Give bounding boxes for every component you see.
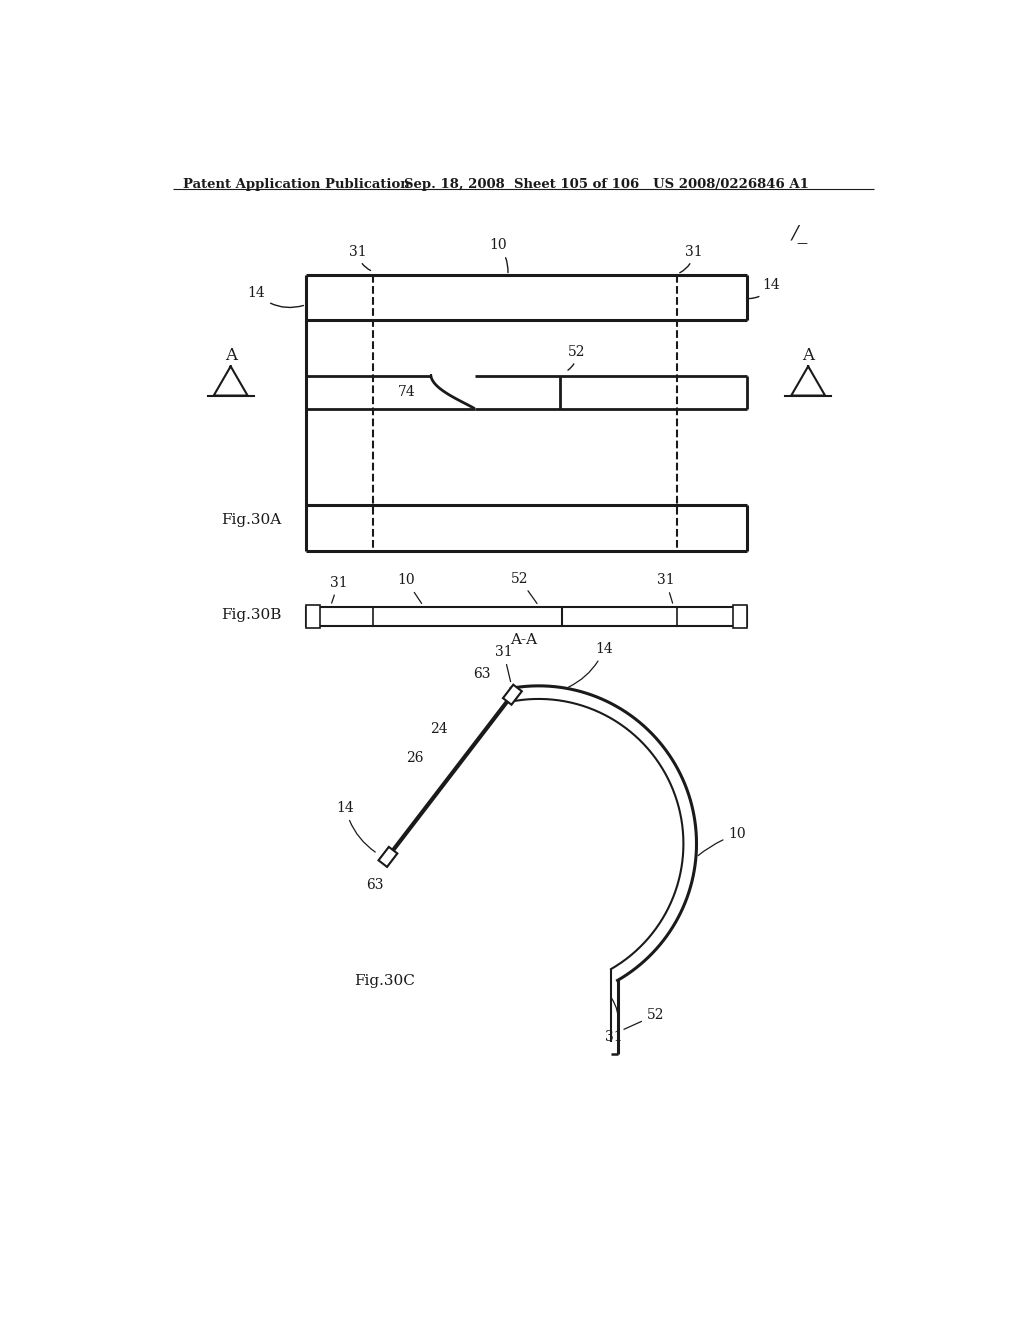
Text: 31: 31: [680, 244, 702, 273]
Text: 31: 31: [330, 576, 347, 603]
Text: /_: /_: [792, 224, 808, 243]
Polygon shape: [379, 847, 397, 867]
Bar: [306, 605, 319, 628]
Text: Fig.30A: Fig.30A: [221, 513, 282, 527]
Text: 26: 26: [407, 751, 424, 766]
Text: Fig.30C: Fig.30C: [354, 974, 415, 987]
Text: 63: 63: [367, 878, 384, 892]
Text: 10: 10: [698, 828, 745, 855]
Text: Patent Application Publication: Patent Application Publication: [183, 178, 410, 190]
Text: 63: 63: [473, 667, 490, 681]
Text: 10: 10: [489, 239, 508, 273]
Text: 31: 31: [495, 645, 512, 681]
Bar: [306, 607, 746, 626]
Text: 74: 74: [397, 385, 416, 400]
Text: 14: 14: [337, 801, 375, 851]
Text: 31: 31: [349, 244, 371, 271]
Text: A: A: [802, 347, 814, 364]
Text: Fig.30B: Fig.30B: [221, 609, 282, 622]
Text: A-A: A-A: [510, 632, 537, 647]
Text: 14: 14: [750, 279, 779, 298]
Text: 10: 10: [397, 573, 422, 603]
Polygon shape: [503, 685, 522, 705]
Text: 52: 52: [511, 572, 537, 603]
Text: Sep. 18, 2008  Sheet 105 of 106   US 2008/0226846 A1: Sep. 18, 2008 Sheet 105 of 106 US 2008/0…: [403, 178, 809, 190]
Text: 52: 52: [568, 345, 586, 370]
Text: 52: 52: [624, 1008, 665, 1030]
Text: 14: 14: [248, 286, 303, 308]
Bar: [733, 605, 746, 628]
Text: A: A: [224, 347, 237, 364]
Text: 31: 31: [605, 998, 623, 1044]
Text: 14: 14: [568, 642, 613, 688]
Text: 24: 24: [430, 722, 449, 737]
Text: 31: 31: [657, 573, 675, 603]
